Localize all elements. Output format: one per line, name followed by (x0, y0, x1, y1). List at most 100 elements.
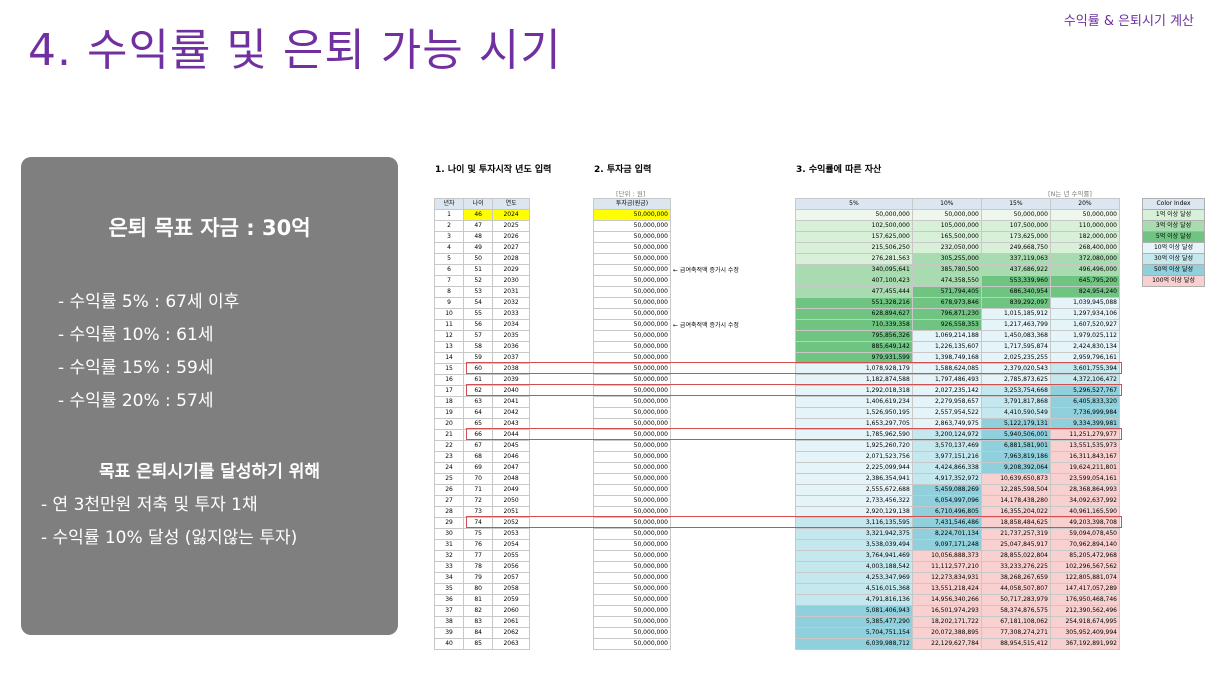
asset-cell: 1,450,083,368 (980, 330, 1051, 342)
year-cell: 2039 (492, 374, 530, 386)
year-index-cell: 30 (433, 528, 465, 540)
investment-cell: 50,000,000 (593, 352, 671, 364)
year-index-cell: 9 (433, 297, 465, 309)
asset-cell: 2,920,129,138 (795, 506, 913, 518)
age-cell: 74 (463, 517, 494, 529)
age-cell: 81 (463, 594, 494, 606)
age-cell: 82 (463, 605, 494, 617)
asset-cell: 305,255,000 (911, 253, 982, 265)
asset-cell: 645,795,200 (1049, 275, 1121, 287)
table-row: 16 61 2039 (433, 374, 530, 386)
unit-label: [단위 : 원] (616, 190, 646, 198)
asset-cell: 11,112,577,210 (911, 561, 982, 573)
year-index-cell: 22 (433, 440, 465, 452)
age-cell: 67 (463, 440, 494, 452)
table-row: 6,039,988,712 22,129,627,784 88,954,515,41… (795, 638, 1121, 650)
asset-cell: 2,424,830,134 (1049, 341, 1121, 353)
age-cell: 49 (463, 242, 494, 254)
table-row: 4,003,188,542 11,112,577,210 33,233,276,22… (795, 561, 1121, 573)
year-index-cell: 19 (433, 407, 465, 419)
age-cell: 61 (463, 374, 494, 386)
asset-cell: 12,285,598,504 (980, 484, 1051, 496)
table-row: 4,253,347,969 12,273,834,931 38,268,267,65… (795, 572, 1121, 584)
year-index-cell: 18 (433, 396, 465, 408)
year-index-cell: 29 (433, 517, 465, 529)
table-row: 26 71 2049 (433, 484, 530, 496)
asset-cell: 77,308,274,271 (980, 627, 1051, 639)
asset-cell: 8,224,701,134 (911, 528, 982, 540)
legend-item: 5억 이상 달성 (1142, 231, 1205, 243)
year-index-cell: 4 (433, 242, 465, 254)
asset-cell: 5,459,088,269 (911, 484, 982, 496)
asset-cell: 3,200,124,972 (911, 429, 982, 441)
asset-cell: 5,704,751,154 (795, 627, 913, 639)
table-row: 50,000,000 (593, 264, 671, 276)
investment-cell: 50,000,000 (593, 616, 671, 628)
year-index-cell: 5 (433, 253, 465, 265)
age-cell: 55 (463, 308, 494, 320)
asset-cell: 1,588,624,085 (911, 363, 982, 375)
table-row: 215,506,250 232,050,000 249,668,750 268,400… (795, 242, 1121, 254)
asset-cell: 1,297,934,106 (1049, 308, 1121, 320)
table-row: 13 58 2036 (433, 341, 530, 353)
year-cell: 2041 (492, 396, 530, 408)
asset-cell: 926,558,353 (911, 319, 982, 331)
year-cell: 2055 (492, 550, 530, 562)
asset-cell: 678,973,846 (911, 297, 982, 309)
legend-item: 1억 이상 달성 (1142, 209, 1205, 221)
asset-cell: 50,717,283,979 (980, 594, 1051, 606)
table-row: 50,000,000 (593, 572, 671, 584)
table-row: 50,000,000 (593, 506, 671, 518)
table-row: 2,071,523,756 3,977,151,216 7,963,819,186 1… (795, 451, 1121, 463)
asset-cell: 102,296,567,562 (1049, 561, 1121, 573)
table-row: 3,321,942,375 8,224,701,134 21,737,257,319… (795, 528, 1121, 540)
goal-text: 은퇴 목표 자금 : 30억 (108, 216, 311, 240)
table-row: 5 50 2028 (433, 253, 530, 265)
year-cell: 2050 (492, 495, 530, 507)
table-row: 28 73 2051 (433, 506, 530, 518)
year-cell: 2063 (492, 638, 530, 650)
table-row: 12 57 2035 (433, 330, 530, 342)
asset-cell: 2,785,873,625 (980, 374, 1051, 386)
col-header: 5% (795, 198, 913, 210)
asset-cell: 4,410,590,549 (980, 407, 1051, 419)
asset-cell: 21,737,257,319 (980, 528, 1051, 540)
table-row: 551,328,216 678,973,846 839,292,097 1,039,9… (795, 297, 1121, 309)
year-cell: 2062 (492, 627, 530, 639)
color-legend: Color Index 1억 이상 달성 3억 이상 달성 5억 이상 달성 10억 이… (1142, 198, 1205, 287)
year-cell: 2057 (492, 572, 530, 584)
asset-cell: 12,273,834,931 (911, 572, 982, 584)
rate-line: - 수익률 15% : 59세 (58, 358, 214, 378)
table-row: 1,653,297,705 2,863,749,975 5,122,179,131 9… (795, 418, 1121, 430)
legend-row: 3억 이상 달성 (1142, 220, 1205, 232)
age-cell: 47 (463, 220, 494, 232)
age-cell: 54 (463, 297, 494, 309)
table-row: 50,000,000 (593, 473, 671, 485)
summary-panel: 은퇴 목표 자금 : 30억 - 수익률 5% : 67세 이후 - 수익률 1… (21, 157, 398, 635)
investment-cell: 50,000,000 (593, 462, 671, 474)
table-row: 50,000,000 (593, 231, 671, 243)
asset-cell: 1,078,928,179 (795, 363, 913, 375)
age-cell: 72 (463, 495, 494, 507)
asset-cell: 70,962,894,140 (1049, 539, 1121, 551)
asset-cell: 6,039,988,712 (795, 638, 913, 650)
rate-line: - 수익률 10% : 61세 (58, 325, 214, 345)
asset-cell: 477,455,444 (795, 286, 913, 298)
year-cell: 2061 (492, 616, 530, 628)
asset-cell: 407,100,423 (795, 275, 913, 287)
year-cell: 2044 (492, 429, 530, 441)
table-row: 50,000,000 (593, 209, 671, 221)
asset-cell: 176,950,468,746 (1049, 594, 1121, 606)
asset-cell: 215,506,250 (795, 242, 913, 254)
asset-cell: 50,000,000 (980, 209, 1051, 221)
year-index-cell: 15 (433, 363, 465, 375)
year-cell: 2026 (492, 231, 530, 243)
asset-cell: 979,931,599 (795, 352, 913, 364)
asset-cell: 182,000,000 (1049, 231, 1121, 243)
legend-row: 30억 이상 달성 (1142, 253, 1205, 265)
year-index-cell: 10 (433, 308, 465, 320)
year-cell: 2054 (492, 539, 530, 551)
year-index-cell: 39 (433, 627, 465, 639)
legend-row: 100억 이상 달성 (1142, 275, 1205, 287)
age-cell: 78 (463, 561, 494, 573)
